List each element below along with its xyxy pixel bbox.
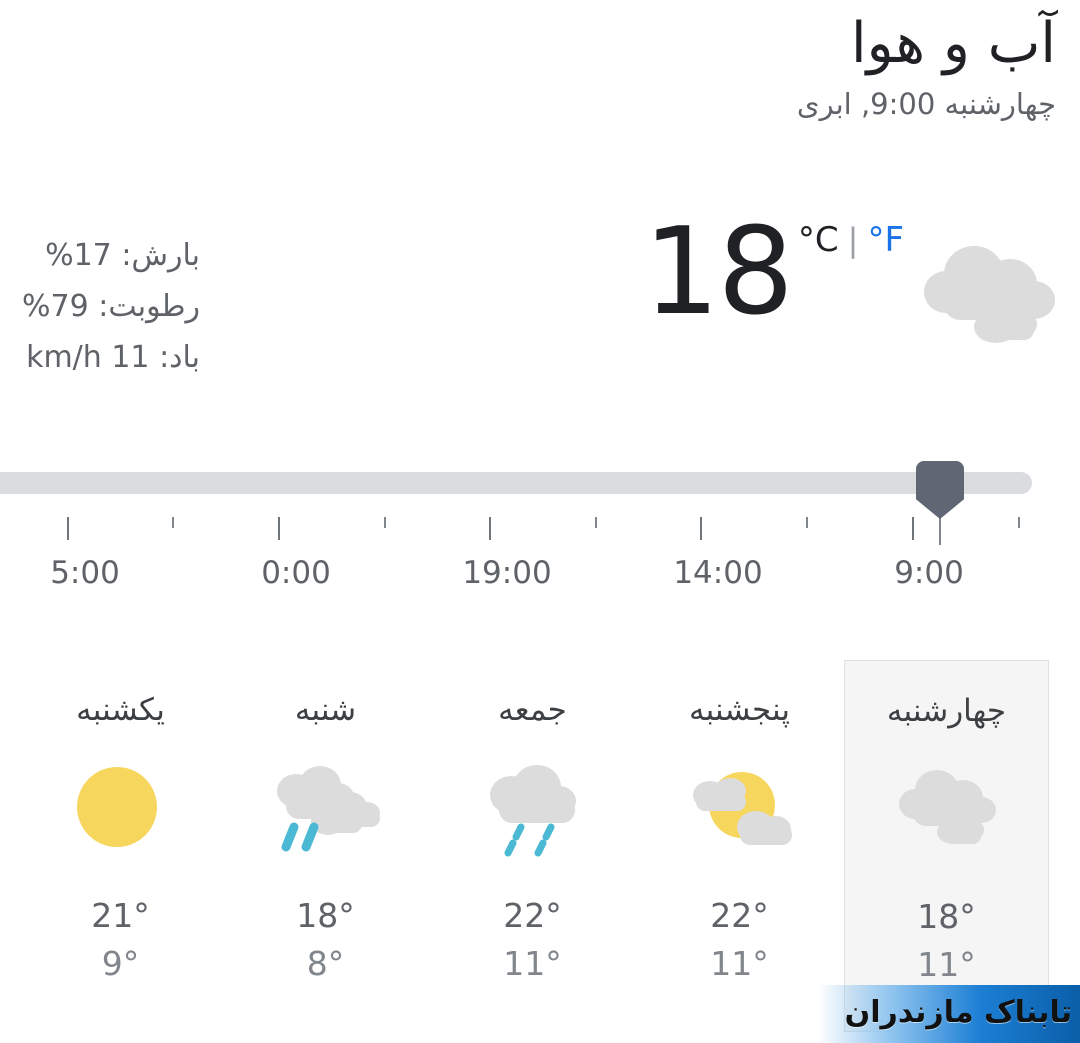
slider-handle-stem — [939, 517, 941, 545]
forecast-low-temp: 9° — [101, 944, 140, 983]
sunny-icon — [61, 755, 181, 860]
unit-toggle: °C | °F — [798, 220, 904, 260]
time-slider[interactable]: 5:00 0:00 19:00 14:00 9:00 — [0, 455, 1080, 600]
timeline-tick-4 — [489, 517, 491, 540]
timeline-tick-9 — [1018, 517, 1020, 528]
wind-detail: باد: 11 km/h — [26, 340, 201, 375]
current-conditions-summary: چهارشنبه 9:00, ابری — [796, 87, 1056, 121]
timeline-tick-6 — [700, 517, 702, 540]
forecast-day-card[interactable]: شنبه 18° 8° — [223, 660, 428, 1032]
forecast-day-temps: 18° 8° — [223, 892, 428, 988]
forecast-day-temps: 18° 11° — [845, 893, 1048, 989]
humidity-detail: رطوبت: 79% — [22, 289, 201, 324]
timeline-label: 19:00 — [462, 555, 552, 591]
slider-handle[interactable] — [916, 461, 964, 519]
timeline-label: 5:00 — [50, 555, 120, 591]
timeline-tick-labels: 5:00 0:00 19:00 14:00 9:00 — [0, 553, 1080, 598]
forecast-day-name: شنبه — [294, 692, 357, 728]
forecast-high-temp: 21° — [91, 896, 150, 935]
forecast-day-card[interactable]: پنجشنبه 22° 11° — [637, 660, 842, 1032]
timeline-tick-5 — [595, 517, 597, 528]
forecast-day-card[interactable]: چهارشنبه 18° 11° — [844, 660, 1049, 1032]
forecast-high-temp: 22° — [503, 896, 562, 935]
timeline-tick-0 — [67, 517, 69, 540]
cloudy-icon — [887, 756, 1007, 861]
forecast-high-temp: 18° — [917, 897, 976, 936]
temperature-block: 18 °C | °F — [643, 212, 904, 334]
forecast-low-temp: 11° — [710, 944, 769, 983]
forecast-day-temps: 22° 11° — [637, 892, 842, 988]
current-conditions: بارش: 17% رطوبت: 79% باد: 11 km/h 18 °C … — [0, 212, 1080, 382]
timeline-label: 14:00 — [673, 555, 763, 591]
timeline-label: 0:00 — [261, 555, 331, 591]
forecast-day-name: جمعه — [498, 692, 567, 728]
forecast-high-temp: 22° — [710, 896, 769, 935]
weather-header: آب و هوا چهارشنبه 9:00, ابری — [797, 8, 1056, 126]
forecast-day-temps: 21° 9° — [18, 892, 223, 988]
forecast-day-name: چهارشنبه — [886, 693, 1007, 729]
forecast-low-temp: 11° — [917, 945, 976, 984]
forecast-day-card[interactable]: جمعه 22° 11° — [430, 660, 635, 1032]
timeline-tick-3 — [384, 517, 386, 528]
forecast-low-temp: 8° — [306, 944, 345, 983]
watermark-text: تابناک مازندران — [844, 995, 1072, 1030]
forecast-high-temp: 18° — [296, 896, 355, 935]
forecast-low-temp: 11° — [503, 944, 562, 983]
watermark: تابناک مازندران — [818, 985, 1080, 1043]
unit-fahrenheit[interactable]: °F — [867, 220, 904, 260]
timeline-label: 9:00 — [894, 555, 964, 591]
forecast-day-card[interactable]: یکشنبه 21° 9° — [18, 660, 223, 1032]
forecast-day-temps: 22° 11° — [430, 892, 635, 988]
slider-track[interactable] — [0, 472, 1032, 494]
current-details-list: بارش: 17% رطوبت: 79% باد: 11 km/h — [22, 230, 200, 383]
forecast-day-name: پنجشنبه — [689, 692, 790, 728]
rain-clouds-icon — [266, 755, 386, 860]
page-title: آب و هوا — [851, 11, 1056, 76]
timeline-ticks — [0, 517, 1080, 547]
showers-icon — [473, 755, 593, 860]
forecast-day-name: یکشنبه — [76, 692, 165, 728]
timeline-tick-8 — [912, 517, 914, 540]
timeline-tick-2 — [278, 517, 280, 540]
current-temperature: 18 — [643, 203, 794, 342]
unit-separator: | — [847, 221, 859, 259]
timeline-tick-1 — [172, 517, 174, 528]
partly-sunny-icon — [680, 755, 800, 860]
unit-celsius[interactable]: °C — [797, 220, 839, 260]
forecast-row: یکشنبه 21° 9° شنبه 18° 8° جمعه 22° 11° پنجشنبه 22°… — [0, 650, 1080, 1043]
cloudy-icon — [910, 240, 1070, 350]
timeline-tick-7 — [806, 517, 808, 528]
precipitation-detail: بارش: 17% — [45, 238, 201, 273]
